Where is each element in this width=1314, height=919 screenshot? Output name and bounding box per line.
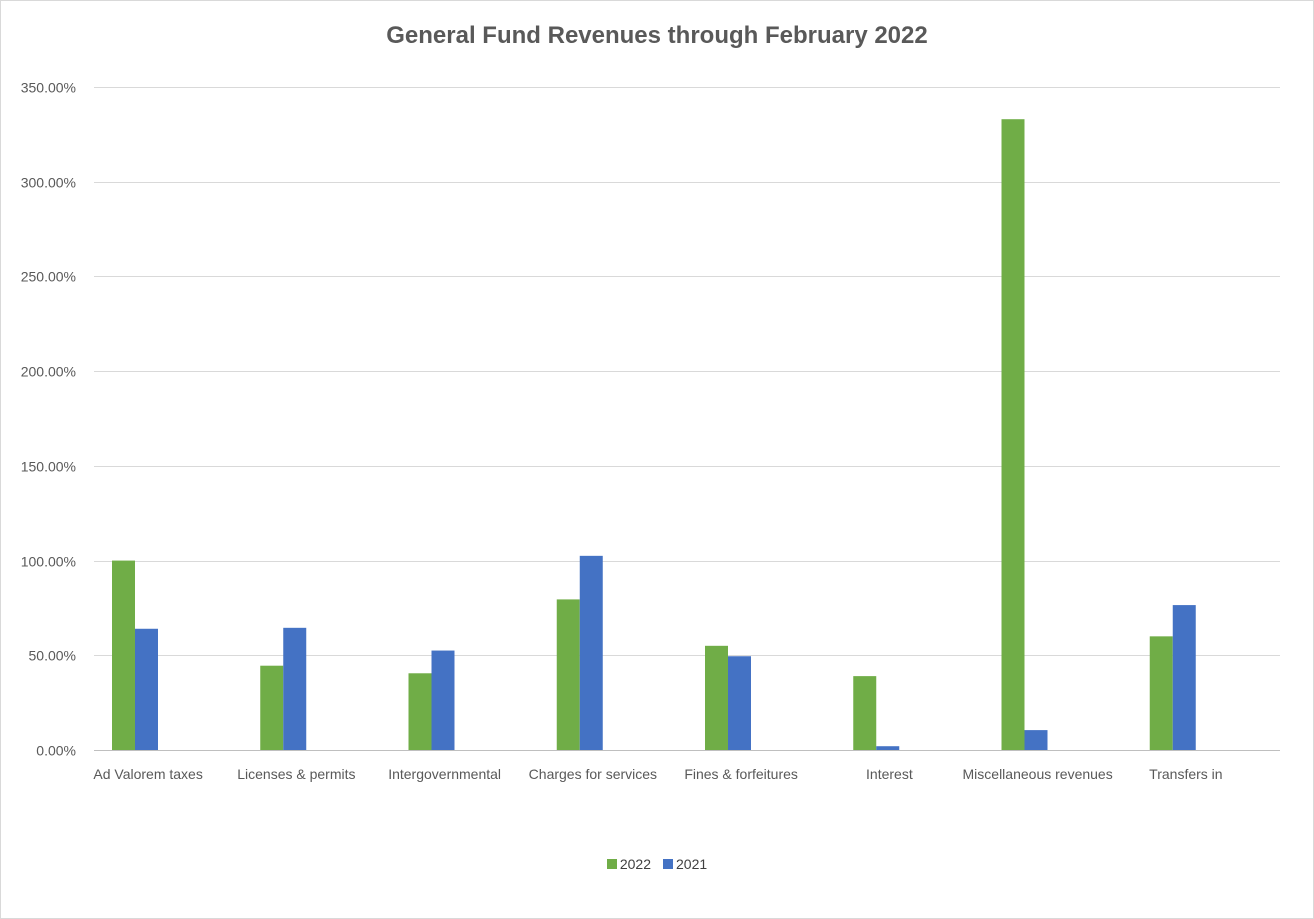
bar-2022-6 <box>1001 119 1025 750</box>
legend-item-series-1[interactable]: 2022 <box>606 856 651 872</box>
x-tick-label: Miscellaneous revenues <box>963 766 1113 782</box>
y-tick-label: 100.00% <box>21 554 76 570</box>
x-tick-label: Interest <box>866 766 913 782</box>
x-tick-label: Licenses & permits <box>237 766 355 782</box>
x-axis-tick-labels: Ad Valorem taxes Licenses & permits Interg… <box>93 766 1222 782</box>
bar-2021-3 <box>579 555 603 750</box>
y-tick-label: 250.00% <box>21 269 76 285</box>
bar-2022-5 <box>853 676 877 750</box>
bar-2021-0 <box>135 628 158 750</box>
bars <box>112 119 1196 750</box>
legend-item-series-2[interactable]: 2021 <box>663 856 707 872</box>
x-tick-label: Transfers in <box>1149 766 1222 782</box>
bar-2021-6 <box>1024 730 1048 750</box>
bar-2021-2 <box>431 650 455 750</box>
legend-swatch-series-2 <box>663 859 673 869</box>
y-tick-label: 300.00% <box>21 175 76 191</box>
chart-title: General Fund Revenues through February 2… <box>386 22 928 49</box>
bar-2021-5 <box>876 746 900 750</box>
y-tick-label: 150.00% <box>21 459 76 475</box>
bar-2022-3 <box>556 599 580 750</box>
y-axis-tick-labels: 0.00% 50.00% 100.00% 150.00% 200.00% 250.00% 3… <box>21 80 76 759</box>
legend-swatch-series-1 <box>606 859 617 869</box>
y-tick-label: 50.00% <box>29 648 76 664</box>
bar-2022-4 <box>705 645 728 750</box>
bar-2021-7 <box>1172 605 1196 750</box>
x-tick-label: Ad Valorem taxes <box>93 766 202 782</box>
bar-2022-1 <box>260 665 284 750</box>
legend-label-series-1: 2022 <box>619 856 651 872</box>
bar-2021-1 <box>283 627 307 750</box>
y-tick-label: 350.00% <box>21 80 76 96</box>
legend: 2022 2021 <box>0 856 1314 872</box>
legend-label-series-2: 2021 <box>676 856 708 872</box>
x-tick-label: Charges for services <box>529 766 657 782</box>
x-tick-label: Fines & forfeitures <box>684 766 798 782</box>
bar-2022-0 <box>112 560 135 750</box>
gridlines <box>94 87 1280 751</box>
y-tick-label: 200.00% <box>21 364 76 380</box>
x-tick-label: Intergovernmental <box>388 766 501 782</box>
bar-2021-4 <box>728 656 751 750</box>
y-tick-label: 0.00% <box>36 743 76 759</box>
bar-2022-7 <box>1149 636 1173 750</box>
bar-2022-2 <box>408 673 432 750</box>
